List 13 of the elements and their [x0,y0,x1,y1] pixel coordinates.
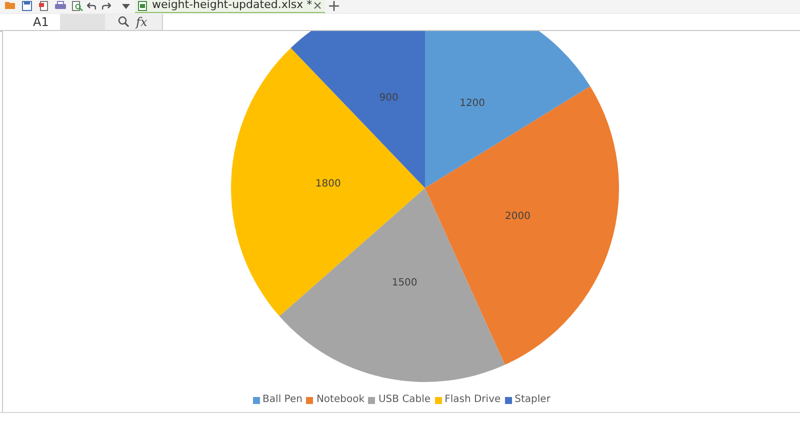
legend-label: Notebook [316,394,364,406]
text: fx [136,14,148,30]
text: weight-height-updated.xlsx * [152,0,312,11]
legend-label: Ball Pen [262,394,302,406]
data-label: 1500 [392,277,418,288]
data-label: 1200 [460,98,486,109]
legend-label: USB Cable [378,394,431,406]
legend-label: Stapler [514,394,550,406]
text: A1 [33,14,49,30]
legend-label: Flash Drive [444,394,501,406]
data-label: 1800 [315,178,341,190]
data-label: 2000 [505,210,530,222]
data-label: 900 [379,92,398,104]
